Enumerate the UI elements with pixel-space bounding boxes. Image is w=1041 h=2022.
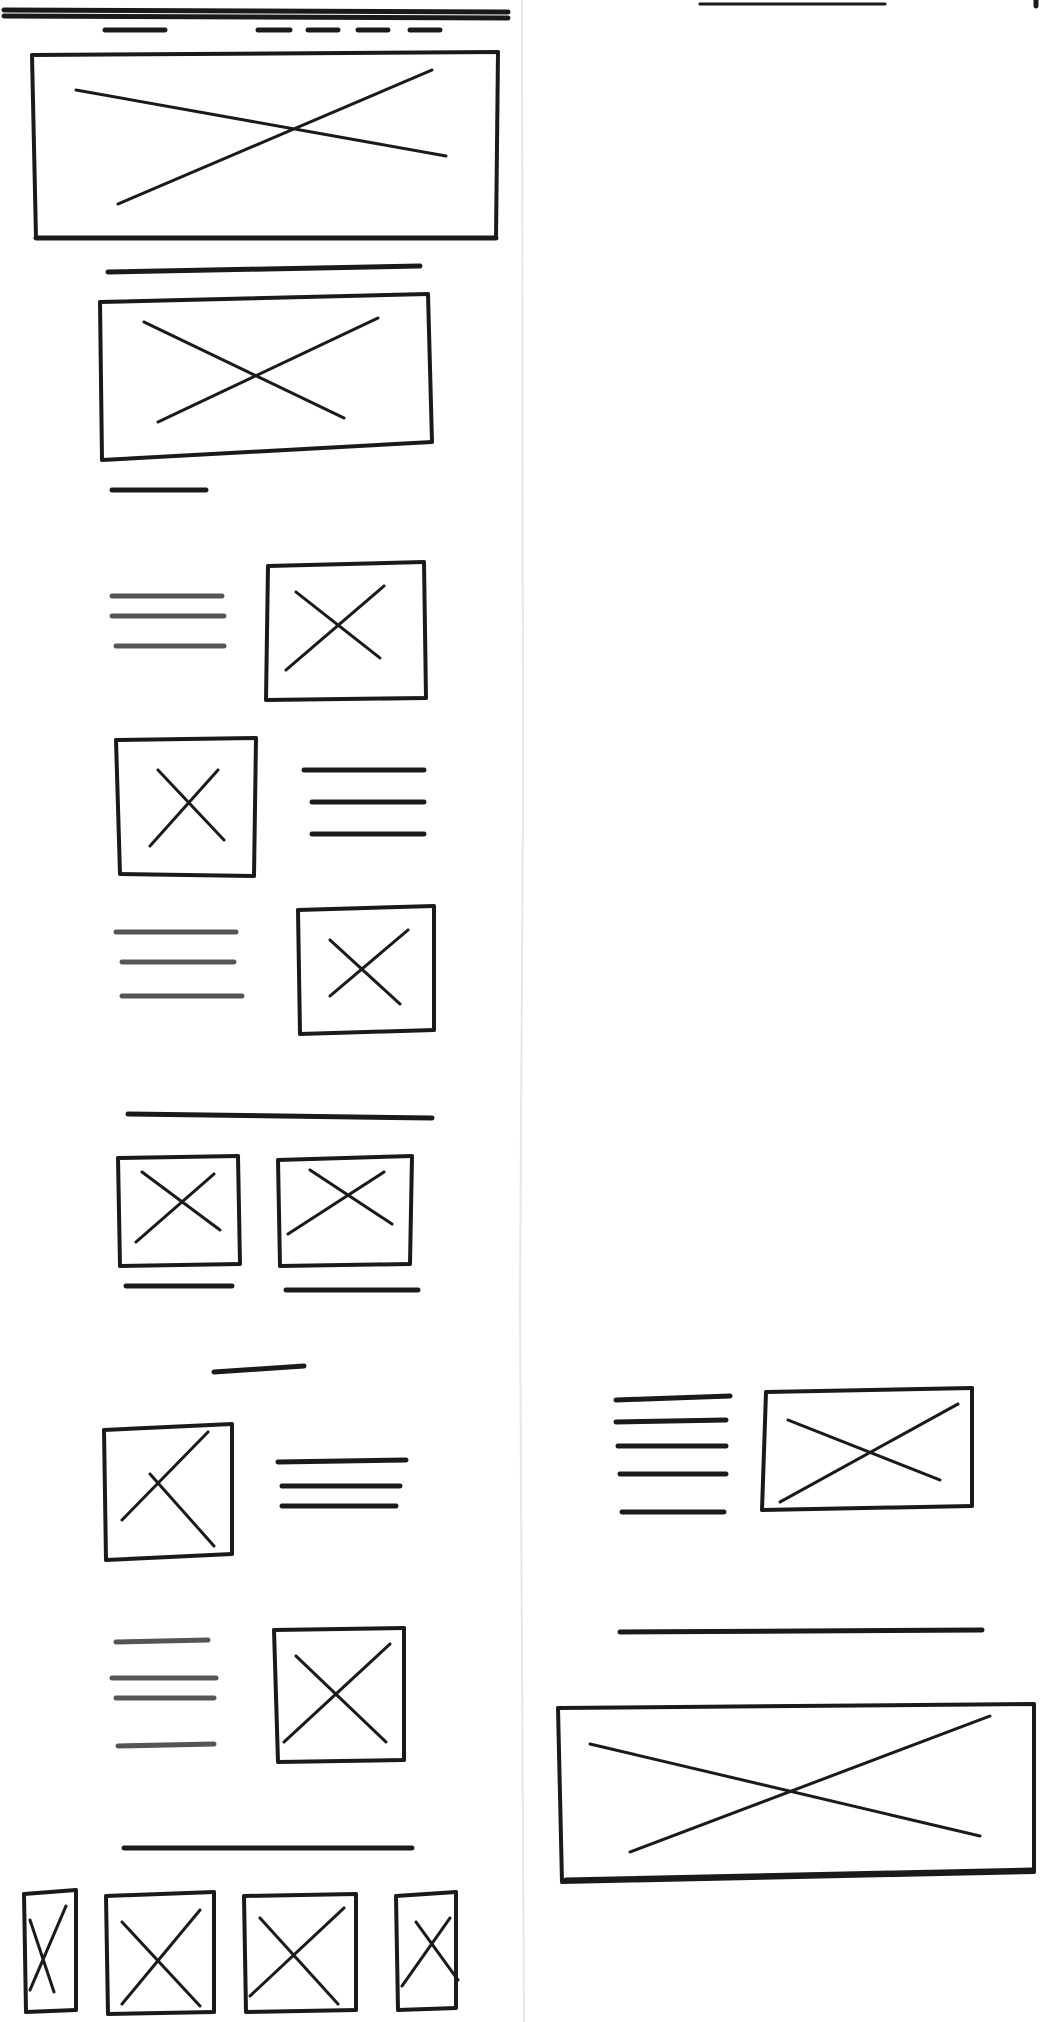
- carousel-item: [394, 1890, 460, 2012]
- column-divider: [518, 0, 525, 2022]
- text-block: [613, 1393, 733, 1515]
- image-placeholder: [102, 1422, 234, 1562]
- carousel-item: [22, 1888, 78, 2014]
- carousel-item: [104, 1890, 216, 2016]
- hero-image-placeholder: [30, 50, 500, 241]
- image-placeholder: [272, 1626, 406, 1764]
- text-block: [113, 929, 245, 999]
- image-placeholder: [760, 1386, 974, 1512]
- top-border: [1, 0, 1039, 21]
- image-placeholder: [264, 560, 428, 702]
- featured-image-placeholder: [98, 292, 434, 462]
- carousel-item: [242, 1892, 358, 2014]
- text-block: [275, 1457, 409, 1509]
- large-image-placeholder: [556, 1702, 1036, 1884]
- section-heading: [105, 263, 423, 275]
- text-block: [109, 1637, 219, 1749]
- text-block: [109, 593, 227, 649]
- section-heading: [125, 1111, 435, 1121]
- gallery-item: [116, 1154, 242, 1289]
- section-heading: [617, 1627, 985, 1635]
- section-heading: [211, 1363, 307, 1375]
- gallery-item: [276, 1154, 421, 1293]
- image-placeholder: [114, 736, 258, 878]
- image-placeholder: [296, 904, 436, 1036]
- text-block: [301, 767, 427, 837]
